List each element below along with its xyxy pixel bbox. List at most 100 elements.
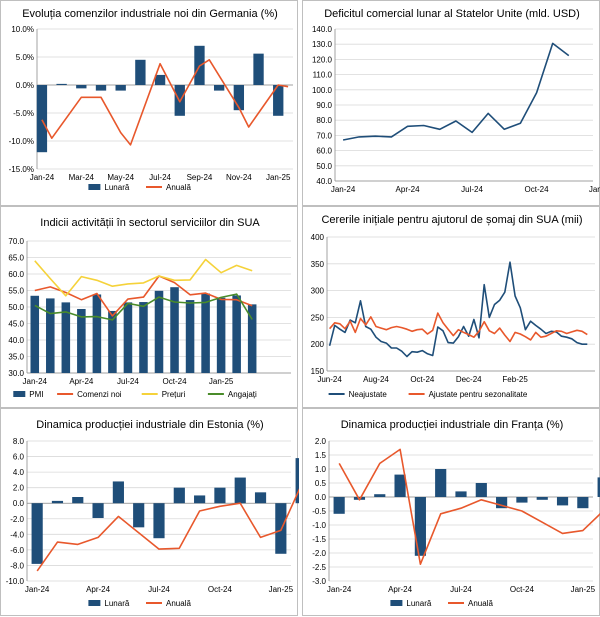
legend-swatch xyxy=(88,184,101,190)
y-tick-label: 2.0 xyxy=(315,437,327,446)
y-tick-label: 100.0 xyxy=(312,86,333,95)
bar xyxy=(232,295,241,373)
bar xyxy=(92,294,102,373)
bar xyxy=(333,497,345,514)
legend-item: Lunară xyxy=(88,183,130,192)
x-tick-label: Oct-24 xyxy=(525,185,550,194)
y-tick-label: 110.0 xyxy=(313,71,333,80)
legend-item: Angajați xyxy=(207,390,257,399)
bar xyxy=(170,287,179,373)
legend-label: Neajustate xyxy=(349,390,388,399)
chart-us-trade-deficit: Deficitul comercial lunar al Statelor Un… xyxy=(302,0,600,206)
y-tick-label: 45.0 xyxy=(8,320,24,329)
y-tick-label: -2.5 xyxy=(312,563,326,572)
bar xyxy=(254,492,267,504)
y-tick-label: 4.0 xyxy=(13,468,25,477)
y-tick-label: 70.0 xyxy=(8,237,24,246)
y-tick-label: 120.0 xyxy=(312,55,333,64)
bar xyxy=(115,85,126,91)
legend-label: PMI xyxy=(29,390,43,399)
x-tick-label: Jan-25 xyxy=(589,185,600,194)
y-tick-label: 30.0 xyxy=(8,369,24,378)
y-tick-label: 35.0 xyxy=(8,353,24,362)
x-tick-label: Jun-24 xyxy=(317,375,342,384)
y-tick-label: 130.0 xyxy=(312,40,333,49)
bar xyxy=(108,310,117,373)
bar xyxy=(435,469,447,497)
bar xyxy=(475,483,487,497)
bar xyxy=(123,302,133,373)
x-tick-label: May-24 xyxy=(107,173,134,182)
series-line xyxy=(34,275,253,317)
legend-label: Lunară xyxy=(104,599,129,608)
series-line xyxy=(328,261,588,358)
bar xyxy=(577,497,589,509)
bar xyxy=(201,293,210,373)
legend-item: PMI xyxy=(13,390,44,399)
y-tick-label: 0.0 xyxy=(315,493,327,502)
bar xyxy=(76,85,87,89)
legend-item: Neajustate xyxy=(328,390,388,399)
legend-item: Anuală xyxy=(146,183,191,192)
bar xyxy=(185,300,195,373)
y-tick-label: 200 xyxy=(311,340,325,349)
y-tick-label: -3.0 xyxy=(312,577,326,586)
y-tick-label: -0.5 xyxy=(312,507,326,516)
bar xyxy=(273,85,284,116)
y-tick-label: 300 xyxy=(311,287,325,296)
y-tick-label: 40.0 xyxy=(8,336,24,345)
bar xyxy=(135,59,146,85)
bar xyxy=(92,503,104,518)
legend-label: Ajustate pentru sezonalitate xyxy=(429,390,528,399)
y-tick-label: -1.0 xyxy=(312,521,326,530)
legend-label: Lunară xyxy=(406,599,431,608)
y-tick-label: -6.0 xyxy=(10,546,24,555)
series-line xyxy=(36,488,299,572)
x-tick-label: Jan-25 xyxy=(571,585,596,594)
bar xyxy=(253,53,264,85)
y-tick-label: 10.0% xyxy=(11,25,34,34)
bar xyxy=(72,497,84,504)
bar xyxy=(56,83,67,85)
y-tick-label: -2.0 xyxy=(312,549,326,558)
y-tick-label: 0.0 xyxy=(13,499,25,508)
y-tick-label: 350 xyxy=(311,260,325,269)
chart-us-jobless-claims-svg: Cererile inițiale pentru ajutorul de șom… xyxy=(311,214,595,399)
chart-title: Dinamica producției industriale din Fran… xyxy=(341,419,564,431)
y-tick-label: -1.5 xyxy=(312,535,326,544)
bar xyxy=(133,503,145,528)
x-tick-label: Jan-25 xyxy=(266,173,291,182)
legend-item: Lunară xyxy=(88,599,130,608)
y-tick-label: 0.5 xyxy=(315,479,327,488)
bar xyxy=(295,458,299,504)
x-tick-label: Jul-24 xyxy=(149,173,171,182)
bar xyxy=(214,487,226,504)
y-tick-label: 80.0 xyxy=(316,116,332,125)
y-tick-label: 5.0% xyxy=(16,53,34,62)
y-tick-label: 8.0 xyxy=(13,437,25,446)
chart-estonia-production: Dinamica producției industriale din Esto… xyxy=(0,408,299,616)
y-tick-label: 60.0 xyxy=(8,270,24,279)
y-tick-label: 70.0 xyxy=(316,131,332,140)
x-tick-label: Apr-24 xyxy=(69,377,94,386)
bar xyxy=(46,298,55,373)
chart-title: Indicii activității în sectorul servicii… xyxy=(40,217,260,229)
y-tick-label: 65.0 xyxy=(8,254,24,263)
x-tick-label: Jan-24 xyxy=(331,185,356,194)
y-tick-label: 150 xyxy=(311,367,325,376)
bar xyxy=(154,74,166,85)
x-tick-label: Nov-24 xyxy=(226,173,252,182)
legend-label: Comenzi noi xyxy=(77,390,122,399)
bar xyxy=(556,497,569,506)
chart-estonia-production-svg: Dinamica producției industriale din Esto… xyxy=(6,419,299,608)
x-tick-label: Dec-24 xyxy=(456,375,482,384)
y-tick-label: 400 xyxy=(311,233,325,242)
x-tick-label: Oct-24 xyxy=(208,585,233,594)
bar xyxy=(77,308,86,373)
bar xyxy=(496,497,508,509)
bar xyxy=(374,494,386,497)
y-tick-label: 50.0 xyxy=(316,162,332,171)
bar xyxy=(154,290,164,373)
legend-item: Prețuri xyxy=(141,390,185,399)
legend-item: Comenzi noi xyxy=(57,390,122,399)
